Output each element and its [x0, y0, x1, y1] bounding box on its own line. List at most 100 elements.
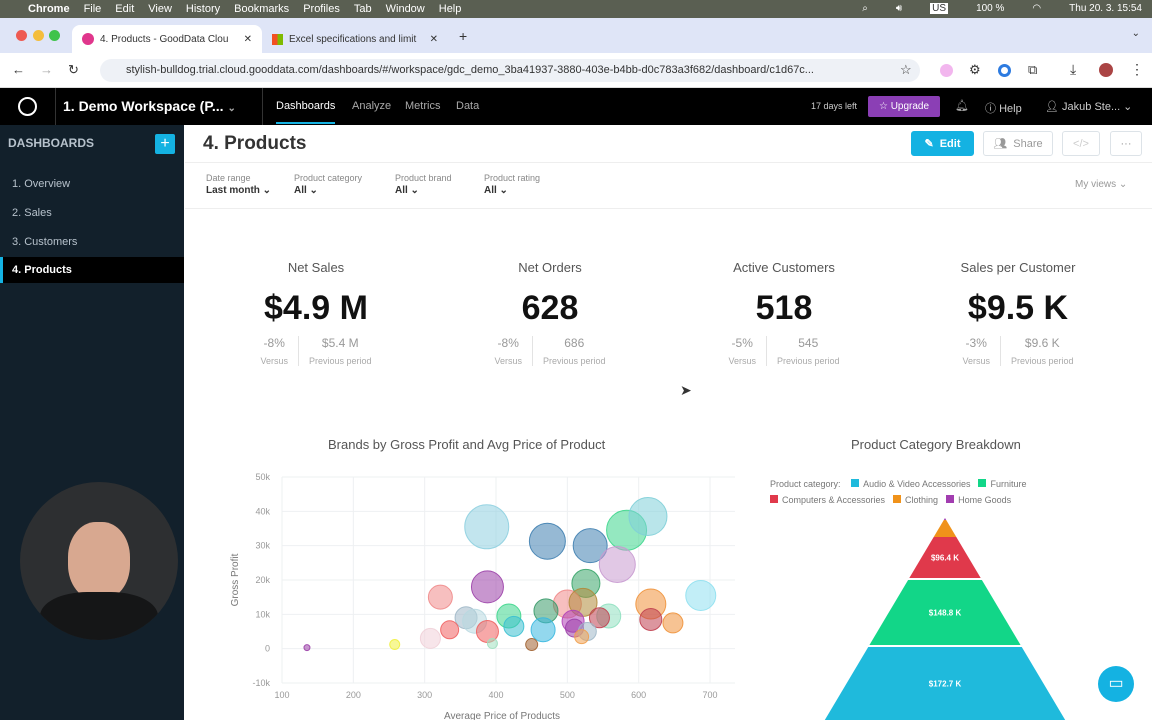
legend-item[interactable]: Clothing — [893, 495, 938, 505]
filter-product-category[interactable]: Product category All ⌄ — [294, 173, 363, 196]
filter-product-rating[interactable]: Product rating All ⌄ — [484, 173, 541, 196]
kpi-value: $4.9 M — [264, 289, 368, 327]
volume-icon[interactable]: 🔊︎ — [895, 3, 903, 14]
my-views-dropdown[interactable]: My views ⌄ — [1075, 179, 1128, 190]
new-tab-button[interactable]: + — [459, 28, 468, 44]
menu-bookmarks[interactable]: Bookmarks — [234, 3, 290, 15]
filter-date-range[interactable]: Date range Last month ⌄ — [206, 173, 272, 196]
search-icon[interactable]: ⌕ — [862, 3, 868, 14]
bubble-point — [303, 644, 311, 652]
bubble-point — [639, 607, 663, 631]
menu-help[interactable]: Help — [438, 3, 462, 15]
nav-metrics[interactable]: Metrics — [405, 100, 441, 112]
bubble-point — [598, 546, 636, 584]
menu-view[interactable]: View — [148, 3, 172, 15]
tab-title: Excel specifications and limit — [289, 33, 417, 45]
sidebar-item-overview[interactable]: 1. Overview — [12, 178, 71, 190]
y-tick-label: 40k — [255, 506, 270, 516]
bubble-point — [685, 579, 717, 611]
menu-tab[interactable]: Tab — [353, 3, 372, 15]
close-window-button[interactable] — [16, 30, 27, 41]
bubble-point — [662, 612, 684, 634]
kpi-net-sales[interactable]: Net Sales $4.9 M -8% Versus $5.4 M Previous … — [216, 260, 416, 366]
user-menu[interactable]: 👤︎ Jakub Ste... ⌄ — [1045, 101, 1133, 113]
close-tab-icon[interactable]: ✕ — [429, 33, 438, 45]
pyramid-chart-title: Product Category Breakdown — [851, 437, 1021, 452]
y-tick-label: -10k — [252, 678, 270, 688]
kpi-value: $9.5 K — [967, 289, 1069, 327]
sidebar-item-sales[interactable]: 2. Sales — [12, 207, 52, 219]
share-button[interactable]: 👥︎ Share — [983, 131, 1053, 156]
address-bar-row: ← → ↻ stylish-bulldog.trial.cloud.goodda… — [0, 53, 1152, 88]
menu-chrome[interactable]: Chrome — [28, 3, 70, 15]
tab-excel[interactable]: Excel specifications and limit ✕ — [262, 25, 448, 53]
menu-history[interactable]: History — [185, 3, 221, 15]
pyramid-data-label: $172.7 K — [929, 680, 962, 689]
menu-profiles[interactable]: Profiles — [303, 3, 340, 15]
legend-item[interactable]: Audio & Video Accessories — [851, 479, 970, 489]
tab-search-chevron-icon[interactable]: ⌄ — [1131, 28, 1140, 39]
menu-edit[interactable]: Edit — [115, 3, 135, 15]
legend-item[interactable]: Furniture — [978, 479, 1026, 489]
chat-support-button[interactable]: ▭ — [1098, 666, 1134, 702]
settings-extension-icon[interactable]: ⚙ — [969, 62, 981, 77]
password-manager-icon[interactable] — [998, 64, 1011, 77]
close-tab-icon[interactable]: ✕ — [243, 33, 252, 45]
extensions-puzzle-icon[interactable]: ⧉ — [1028, 62, 1038, 77]
upgrade-button[interactable]: ☆ Upgrade — [868, 96, 940, 117]
x-tick-label: 700 — [703, 690, 718, 700]
tab-gooddata[interactable]: 4. Products - GoodData Clou ✕ — [72, 25, 262, 53]
kpi-sales-per-customer[interactable]: Sales per Customer $9.5 K -3% Versus $9.6 K… — [918, 260, 1118, 366]
gooddata-logo-icon[interactable] — [18, 97, 37, 116]
y-tick-label: 30k — [255, 541, 270, 551]
reload-icon[interactable]: ↻ — [68, 62, 79, 77]
url-input[interactable]: stylish-bulldog.trial.cloud.gooddata.com… — [100, 59, 920, 82]
pyramid-segment — [824, 647, 1066, 720]
edit-button[interactable]: ✎ Edit — [911, 131, 974, 156]
chrome-menu-icon[interactable]: ⋮ — [1130, 61, 1144, 77]
pyramid-data-label: $96.4 K — [931, 554, 959, 563]
bubble-point — [427, 584, 453, 610]
workspace-picker[interactable]: 1. Demo Workspace (P... ⌄ — [63, 98, 236, 114]
legend-item[interactable]: Home Goods — [946, 495, 1011, 505]
nav-analyze[interactable]: Analyze — [352, 100, 392, 112]
battery-status[interactable]: 100 % — [976, 3, 1005, 14]
more-options-button[interactable]: ··· — [1110, 131, 1142, 156]
notifications-bell-icon[interactable]: 🔔︎ — [955, 100, 969, 112]
extension-icon[interactable] — [940, 64, 953, 77]
keyboard-layout[interactable]: US — [930, 3, 949, 14]
menu-file[interactable]: File — [83, 3, 102, 15]
minimize-window-button[interactable] — [33, 30, 44, 41]
bubble-point — [628, 496, 668, 536]
embed-code-button[interactable]: </> — [1062, 131, 1100, 156]
y-tick-label: 50k — [255, 472, 270, 482]
forward-icon[interactable]: → — [40, 62, 53, 77]
legend-item[interactable]: Computers & Accessories — [770, 495, 885, 505]
nav-dashboards[interactable]: Dashboards — [276, 100, 336, 124]
sidebar-item-products[interactable]: 4. Products — [0, 257, 184, 283]
x-axis-label: Average Price of Products — [444, 711, 560, 720]
kpi-value: 518 — [755, 289, 813, 327]
x-tick-label: 200 — [346, 690, 361, 700]
pyramid-data-label: $148.8 K — [929, 609, 962, 618]
sidebar-item-customers[interactable]: 3. Customers — [12, 236, 78, 248]
nav-data[interactable]: Data — [456, 100, 480, 112]
maximize-window-button[interactable] — [49, 30, 60, 41]
bubble-point — [588, 607, 610, 629]
bubble-point — [486, 638, 498, 650]
kpi-active-customers[interactable]: Active Customers 518 -5% Versus 545 Previous… — [684, 260, 884, 366]
add-dashboard-button[interactable]: + — [155, 134, 175, 154]
help-link[interactable]: ⓘ Help — [985, 103, 1022, 115]
wifi-icon[interactable]: ◠ — [1032, 3, 1042, 14]
menu-window[interactable]: Window — [385, 3, 425, 15]
kpi-net-orders[interactable]: Net Orders 628 -8% Versus 686 Previous perio… — [450, 260, 650, 366]
bubble-point — [419, 627, 441, 649]
clock[interactable]: Thu 20. 3. 15:54 — [1069, 3, 1142, 14]
y-tick-label: 10k — [255, 609, 270, 619]
filter-product-brand[interactable]: Product brand All ⌄ — [395, 173, 452, 196]
back-icon[interactable]: ← — [12, 62, 25, 77]
profile-avatar[interactable] — [1099, 63, 1113, 77]
download-icon[interactable]: ⤓ — [1070, 61, 1077, 77]
bookmark-star-icon[interactable]: ☆ — [900, 62, 912, 77]
bubble-point — [470, 570, 504, 604]
